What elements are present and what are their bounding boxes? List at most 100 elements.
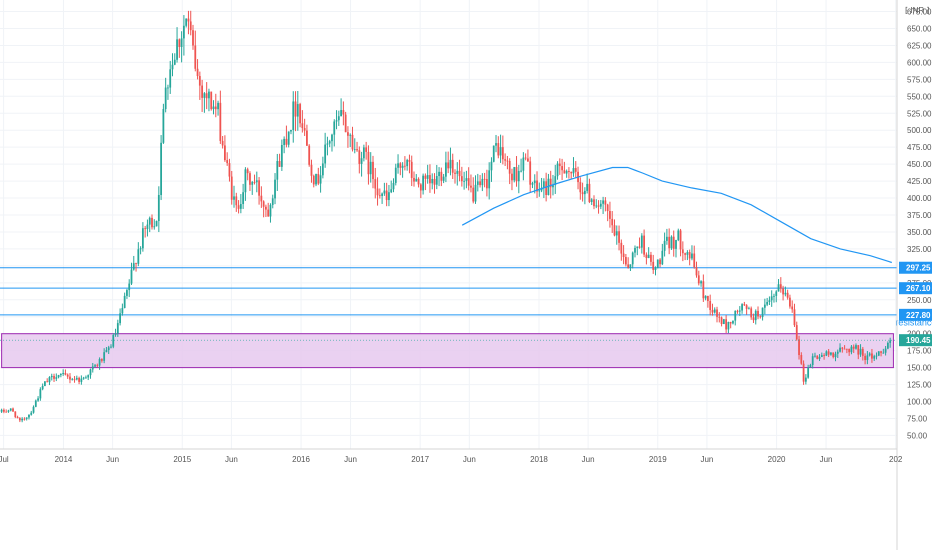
candle-body bbox=[595, 205, 598, 207]
candle-body bbox=[381, 193, 384, 196]
candle-body bbox=[94, 365, 96, 367]
candle-body bbox=[280, 145, 283, 167]
candle-body bbox=[415, 178, 418, 182]
candle-body bbox=[335, 120, 338, 122]
candle-body bbox=[791, 306, 794, 310]
candle-body bbox=[613, 225, 616, 236]
candle-body bbox=[634, 247, 636, 253]
candle-body bbox=[419, 184, 422, 191]
candle-body bbox=[274, 179, 276, 199]
candle-body bbox=[50, 375, 53, 378]
candle-body bbox=[807, 367, 810, 378]
price-tick-label: 600.00 bbox=[907, 58, 932, 67]
candle-body bbox=[290, 130, 292, 132]
candle-body bbox=[78, 377, 80, 382]
candle-body bbox=[372, 161, 374, 180]
candle-body bbox=[285, 138, 288, 145]
candle-body bbox=[818, 356, 821, 359]
candle-body bbox=[353, 149, 356, 150]
candle-body bbox=[244, 169, 247, 193]
candle-body bbox=[182, 25, 185, 39]
candle-body bbox=[488, 170, 491, 189]
candle-body bbox=[522, 157, 525, 171]
candle-body bbox=[693, 253, 696, 268]
candle-body bbox=[25, 417, 28, 419]
candle-body bbox=[839, 347, 841, 352]
candle-body bbox=[303, 128, 306, 131]
candle-body bbox=[378, 195, 381, 197]
candle-body bbox=[208, 91, 210, 99]
candle-body bbox=[656, 259, 659, 269]
candle-body bbox=[820, 355, 823, 357]
candle-body bbox=[460, 176, 463, 182]
candle-body bbox=[597, 205, 600, 207]
candle-body bbox=[681, 249, 684, 254]
candle-body bbox=[417, 178, 420, 185]
candle-body bbox=[793, 309, 796, 326]
candle-body bbox=[82, 377, 85, 379]
candle-body bbox=[299, 104, 301, 124]
candle-body bbox=[283, 138, 286, 146]
candle-body bbox=[798, 339, 800, 356]
candle-body bbox=[652, 261, 655, 270]
candle-body bbox=[524, 157, 527, 159]
candle-body bbox=[695, 267, 698, 276]
candle-body bbox=[481, 178, 484, 186]
candle-body bbox=[855, 345, 857, 349]
candle-body bbox=[201, 85, 204, 98]
candle-body bbox=[454, 172, 456, 174]
candle-body bbox=[399, 163, 402, 168]
candle-body bbox=[688, 252, 691, 259]
candle-body bbox=[861, 348, 864, 356]
candle-body bbox=[326, 143, 329, 145]
candle-body bbox=[713, 309, 716, 313]
candle-body bbox=[69, 376, 71, 380]
time-tick-label: Jun bbox=[106, 455, 119, 464]
candle-body bbox=[720, 317, 723, 324]
candle-body bbox=[258, 180, 260, 196]
candle-body bbox=[374, 179, 377, 189]
candle-body bbox=[868, 353, 871, 356]
candle-body bbox=[110, 346, 112, 348]
candle-body bbox=[811, 356, 814, 365]
candle-body bbox=[176, 39, 178, 60]
candle-body bbox=[344, 114, 347, 133]
candle-body bbox=[324, 144, 327, 164]
candle-body bbox=[349, 134, 352, 136]
candle-body bbox=[759, 316, 762, 318]
candle-body bbox=[574, 168, 577, 172]
candle-body bbox=[212, 106, 215, 110]
candle-body bbox=[39, 389, 42, 399]
candle-body bbox=[579, 182, 582, 193]
price-tick-label: 350.00 bbox=[907, 228, 932, 237]
candle-body bbox=[636, 246, 639, 248]
time-tick-label: Jun bbox=[225, 455, 238, 464]
candle-body bbox=[226, 160, 229, 164]
candle-body bbox=[12, 408, 14, 412]
candle-body bbox=[880, 351, 882, 353]
candle-body bbox=[850, 346, 853, 353]
candle-body bbox=[843, 348, 846, 350]
candle-body bbox=[135, 263, 137, 264]
candle-body bbox=[725, 319, 728, 330]
candle-body bbox=[691, 253, 693, 259]
candle-body bbox=[80, 378, 83, 382]
candle-body bbox=[422, 175, 425, 191]
candle-body bbox=[173, 59, 176, 65]
candle-body bbox=[554, 176, 557, 186]
candle-body bbox=[385, 190, 388, 201]
candle-body bbox=[447, 162, 450, 169]
candle-body bbox=[230, 176, 233, 200]
candle-body bbox=[629, 264, 632, 268]
candle-body bbox=[795, 325, 798, 340]
time-tick-label: 2017 bbox=[411, 455, 429, 464]
candle-body bbox=[745, 305, 748, 309]
level-price-label: 227.80 bbox=[906, 311, 931, 320]
candle-body bbox=[857, 345, 860, 355]
time-axis[interactable]: Jul 2014 Jun 2015 Jun 2016 Jun 2017 Jun 2018 Jun 20… bbox=[0, 455, 903, 464]
candle-body bbox=[476, 181, 479, 185]
price-tick-label: 675.00 bbox=[907, 8, 932, 17]
last-price-label: 190.45 bbox=[906, 336, 931, 345]
candle-body bbox=[89, 369, 92, 376]
